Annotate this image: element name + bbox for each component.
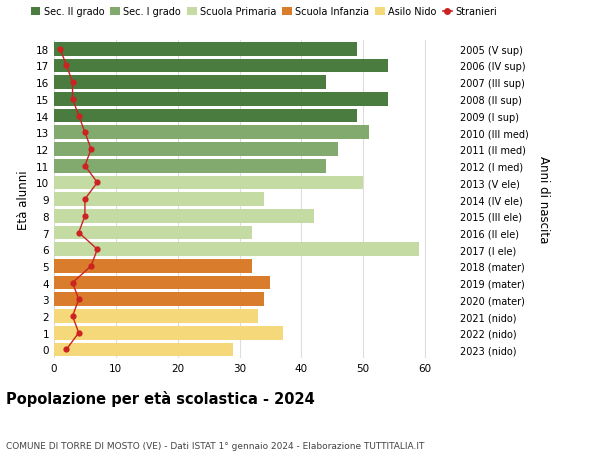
Bar xyxy=(54,159,326,173)
Bar xyxy=(54,93,388,106)
Bar xyxy=(54,110,357,123)
Text: COMUNE DI TORRE DI MOSTO (VE) - Dati ISTAT 1° gennaio 2024 - Elaborazione TUTTIT: COMUNE DI TORRE DI MOSTO (VE) - Dati IST… xyxy=(6,441,424,450)
Bar xyxy=(54,243,419,257)
Bar xyxy=(54,43,357,56)
Bar xyxy=(54,76,326,90)
Bar xyxy=(54,259,252,273)
Bar xyxy=(54,143,338,157)
Bar xyxy=(54,193,264,207)
Bar xyxy=(54,176,363,190)
Bar xyxy=(54,226,252,240)
Bar xyxy=(54,343,233,357)
Bar xyxy=(54,126,370,140)
Bar xyxy=(54,276,271,290)
Bar xyxy=(54,326,283,340)
Y-axis label: Età alunni: Età alunni xyxy=(17,170,31,230)
Bar xyxy=(54,309,258,323)
Text: Popolazione per età scolastica - 2024: Popolazione per età scolastica - 2024 xyxy=(6,390,315,406)
Y-axis label: Anni di nascita: Anni di nascita xyxy=(537,156,550,243)
Bar xyxy=(54,293,264,307)
Bar xyxy=(54,60,388,73)
Legend: Sec. II grado, Sec. I grado, Scuola Primaria, Scuola Infanzia, Asilo Nido, Stran: Sec. II grado, Sec. I grado, Scuola Prim… xyxy=(31,7,497,17)
Bar xyxy=(54,209,314,223)
